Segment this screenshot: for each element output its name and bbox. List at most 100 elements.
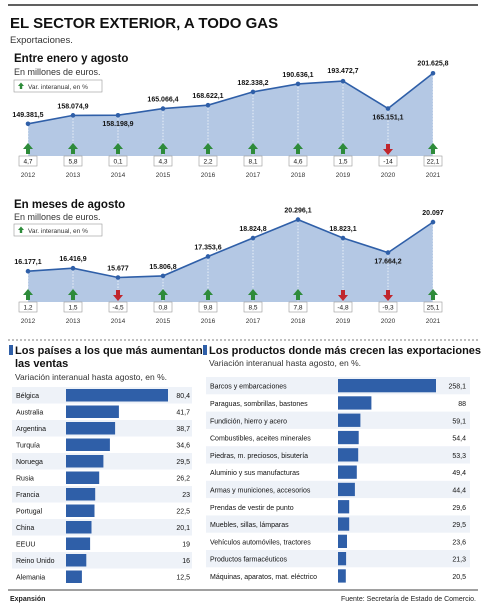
year-label: 2021	[426, 318, 441, 325]
year-label: 2018	[291, 318, 306, 325]
arrow-down-icon	[338, 290, 348, 301]
variation-label: 22,1	[427, 159, 440, 166]
arrow-up-icon	[293, 143, 303, 154]
year-label: 2019	[336, 318, 351, 325]
variation-box	[378, 155, 398, 167]
variation-label: 4,3	[158, 159, 167, 166]
variation-label: 8,5	[248, 305, 257, 312]
chart3-title-marker	[9, 345, 13, 355]
data-point	[385, 250, 391, 255]
bar	[338, 465, 357, 479]
chart3-title: Los países a los que más aumentan las ve…	[15, 345, 206, 370]
category-label: Fundición, hierro y acero	[210, 418, 287, 425]
data-point	[160, 273, 166, 279]
chart3-subtitle: Variación interanual hasta agosto, en %.	[15, 372, 167, 382]
year-label: 2013	[66, 318, 81, 325]
chart2-legend-arrow-icon	[18, 226, 24, 233]
chart4-subtitle: Variación interanual hasta agosto, en %.	[209, 358, 361, 368]
bar	[338, 534, 347, 548]
value-label: 158.198,9	[102, 121, 133, 128]
chart1-legend-label: Var. interanual, en %	[28, 84, 88, 91]
chart2-legend-box	[13, 223, 103, 237]
data-point	[25, 268, 31, 274]
variation-label: 0,1	[113, 159, 122, 166]
arrow-up-icon	[158, 143, 168, 154]
variation-box	[108, 301, 128, 313]
value-label: 80,4	[176, 393, 190, 400]
bar	[66, 570, 82, 583]
category-label: Australia	[16, 410, 43, 417]
variation-label: 0,8	[158, 305, 167, 312]
arrow-down-icon	[383, 144, 393, 155]
value-label: 17.353,6	[194, 244, 221, 251]
variation-box	[423, 155, 443, 167]
value-label: 12,5	[176, 575, 190, 582]
year-label: 2014	[111, 172, 126, 179]
bar	[66, 389, 168, 402]
category-label: Vehículos automóviles, tractores	[210, 539, 311, 546]
chart1-legend-arrow-icon	[18, 82, 24, 89]
category-label: Prendas de vestir de punto	[210, 505, 294, 512]
arrow-up-icon	[248, 289, 258, 300]
main-title: EL SECTOR EXTERIOR, A TODO GAS	[10, 15, 278, 32]
category-label: Noruega	[16, 459, 43, 466]
year-label: 2013	[66, 172, 81, 179]
value-label: 41,7	[176, 410, 190, 417]
data-point	[340, 235, 346, 241]
footer-source: Fuente: Secretaría de Estado de Comercio…	[341, 596, 476, 603]
value-label: 20.097	[422, 210, 444, 217]
arrow-up-icon	[68, 143, 78, 154]
variation-label: 25,1	[427, 305, 440, 312]
value-label: 15.677	[107, 266, 129, 273]
data-point	[205, 254, 211, 259]
bar	[66, 488, 96, 501]
chart-enero-agosto: Entre enero y agosto En millones de euro…	[12, 53, 448, 179]
variation-label: 1,2	[23, 305, 32, 312]
variation-box	[198, 301, 218, 313]
data-point	[295, 81, 301, 87]
year-label: 2017	[246, 172, 261, 179]
variation-label: 7,8	[293, 305, 302, 312]
value-label: 26,2	[176, 476, 190, 483]
value-label: 20,1	[176, 525, 190, 532]
variation-box	[288, 155, 308, 167]
value-label: 29,5	[176, 459, 190, 466]
bar	[66, 422, 116, 435]
variation-box	[153, 301, 173, 313]
chart-agosto: En meses de agosto En millones de euros.…	[13, 199, 444, 325]
value-label: 29,6	[452, 505, 466, 512]
year-label: 2015	[156, 172, 171, 179]
variation-box	[333, 301, 353, 313]
variation-label: 5,8	[68, 159, 77, 166]
value-label: 258,1	[448, 384, 466, 391]
variation-box	[288, 301, 308, 313]
chart4-title-marker	[203, 345, 207, 355]
main-subtitle: Exportaciones.	[10, 35, 73, 46]
area-fill	[28, 73, 433, 156]
value-label: 201.625,8	[417, 60, 448, 67]
value-label: 22,5	[176, 509, 190, 516]
value-label: 17.664,2	[374, 259, 401, 266]
value-label: 19	[182, 542, 190, 549]
value-label: 168.622,1	[192, 93, 223, 100]
year-label: 2016	[201, 172, 216, 179]
chart3-title-line2: las ventas	[15, 358, 68, 370]
year-label: 2015	[156, 318, 171, 325]
category-label: Piedras, m. preciosos, bisutería	[210, 453, 308, 460]
category-label: Máquinas, aparatos, mat. eléctrico	[210, 574, 317, 581]
variation-box	[333, 155, 353, 167]
variation-box	[63, 301, 83, 313]
bar	[338, 413, 361, 427]
variation-label: 1,5	[338, 159, 347, 166]
category-label: Bélgica	[16, 393, 39, 400]
variation-box	[243, 301, 263, 313]
data-point	[115, 112, 121, 118]
bar	[338, 552, 347, 566]
value-label: 54,4	[452, 436, 466, 443]
footer-brand: Expansión	[10, 596, 45, 603]
year-label: 2017	[246, 318, 261, 325]
value-label: 59,1	[452, 418, 466, 425]
chart2-title: En meses de agosto	[14, 199, 125, 211]
value-label: 16	[182, 558, 190, 565]
variation-label: 2,2	[203, 159, 212, 166]
